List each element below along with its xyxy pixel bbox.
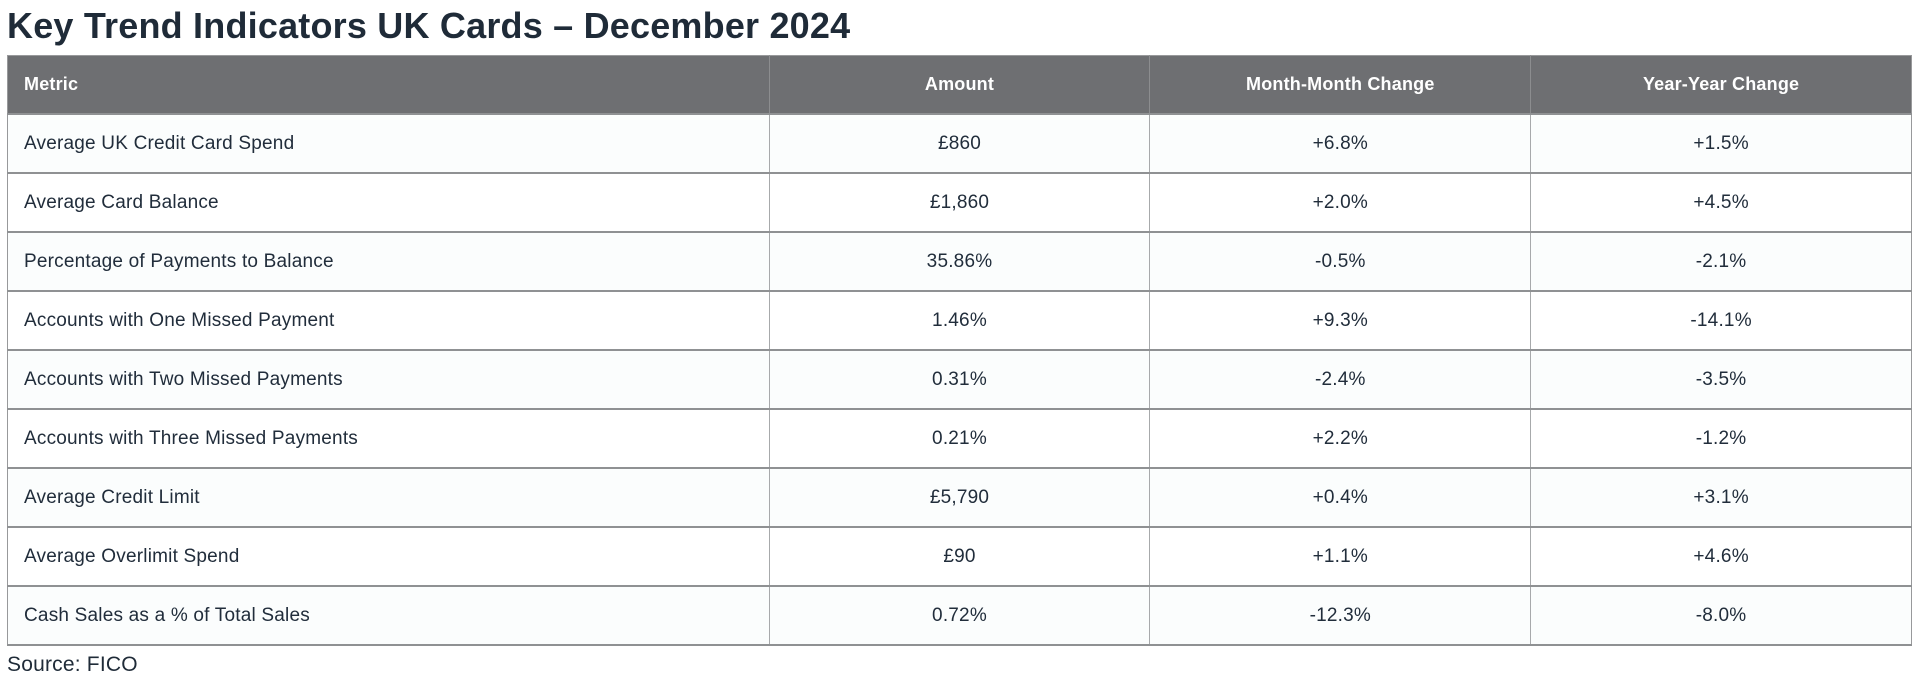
metric-cell: Accounts with One Missed Payment: [7, 290, 770, 351]
amount-cell: £90: [769, 526, 1151, 587]
yoy-change-cell: -14.1%: [1530, 290, 1912, 351]
key-trend-indicators-table: Metric Amount Month-Month Change Year-Ye…: [7, 54, 1912, 647]
yoy-change-cell: -1.2%: [1530, 408, 1912, 469]
mom-change-cell: +2.2%: [1149, 408, 1532, 469]
metric-cell: Average UK Credit Card Spend: [7, 113, 770, 174]
yoy-change-cell: +1.5%: [1530, 113, 1912, 174]
table-row: Accounts with Three Missed Payments 0.21…: [7, 408, 1912, 469]
table-row: Cash Sales as a % of Total Sales 0.72% -…: [7, 585, 1912, 646]
amount-cell: £5,790: [769, 467, 1151, 528]
column-header-amount: Amount: [769, 55, 1151, 115]
amount-cell: 1.46%: [769, 290, 1151, 351]
source-note: Source: FICO: [7, 653, 138, 677]
amount-cell: 0.21%: [769, 408, 1151, 469]
table-row: Average Credit Limit £5,790 +0.4% +3.1%: [7, 467, 1912, 528]
metric-cell: Percentage of Payments to Balance: [7, 231, 770, 292]
amount-cell: 0.72%: [769, 585, 1151, 646]
mom-change-cell: +1.1%: [1149, 526, 1532, 587]
mom-change-cell: -0.5%: [1149, 231, 1532, 292]
amount-cell: 0.31%: [769, 349, 1151, 410]
column-header-year-year-change: Year-Year Change: [1530, 55, 1912, 115]
table-row: Percentage of Payments to Balance 35.86%…: [7, 231, 1912, 292]
table-row: Average Overlimit Spend £90 +1.1% +4.6%: [7, 526, 1912, 587]
metric-cell: Average Credit Limit: [7, 467, 770, 528]
table-row: Accounts with One Missed Payment 1.46% +…: [7, 290, 1912, 351]
mom-change-cell: -12.3%: [1149, 585, 1532, 646]
yoy-change-cell: -3.5%: [1530, 349, 1912, 410]
mom-change-cell: -2.4%: [1149, 349, 1532, 410]
mom-change-cell: +6.8%: [1149, 113, 1532, 174]
yoy-change-cell: +4.6%: [1530, 526, 1912, 587]
yoy-change-cell: -8.0%: [1530, 585, 1912, 646]
amount-cell: £860: [769, 113, 1151, 174]
table-row: Average UK Credit Card Spend £860 +6.8% …: [7, 113, 1912, 174]
mom-change-cell: +9.3%: [1149, 290, 1532, 351]
table-row: Average Card Balance £1,860 +2.0% +4.5%: [7, 172, 1912, 233]
metric-cell: Accounts with Three Missed Payments: [7, 408, 770, 469]
table-row: Accounts with Two Missed Payments 0.31% …: [7, 349, 1912, 410]
metric-cell: Average Overlimit Spend: [7, 526, 770, 587]
column-header-metric: Metric: [7, 55, 770, 115]
metric-cell: Accounts with Two Missed Payments: [7, 349, 770, 410]
mom-change-cell: +2.0%: [1149, 172, 1532, 233]
metric-cell: Average Card Balance: [7, 172, 770, 233]
page-title: Key Trend Indicators UK Cards – December…: [7, 5, 851, 46]
amount-cell: £1,860: [769, 172, 1151, 233]
yoy-change-cell: -2.1%: [1530, 231, 1912, 292]
column-header-month-month-change: Month-Month Change: [1149, 55, 1532, 115]
table-header-row: Metric Amount Month-Month Change Year-Ye…: [7, 55, 1912, 115]
yoy-change-cell: +4.5%: [1530, 172, 1912, 233]
metric-cell: Cash Sales as a % of Total Sales: [7, 585, 770, 646]
mom-change-cell: +0.4%: [1149, 467, 1532, 528]
yoy-change-cell: +3.1%: [1530, 467, 1912, 528]
amount-cell: 35.86%: [769, 231, 1151, 292]
